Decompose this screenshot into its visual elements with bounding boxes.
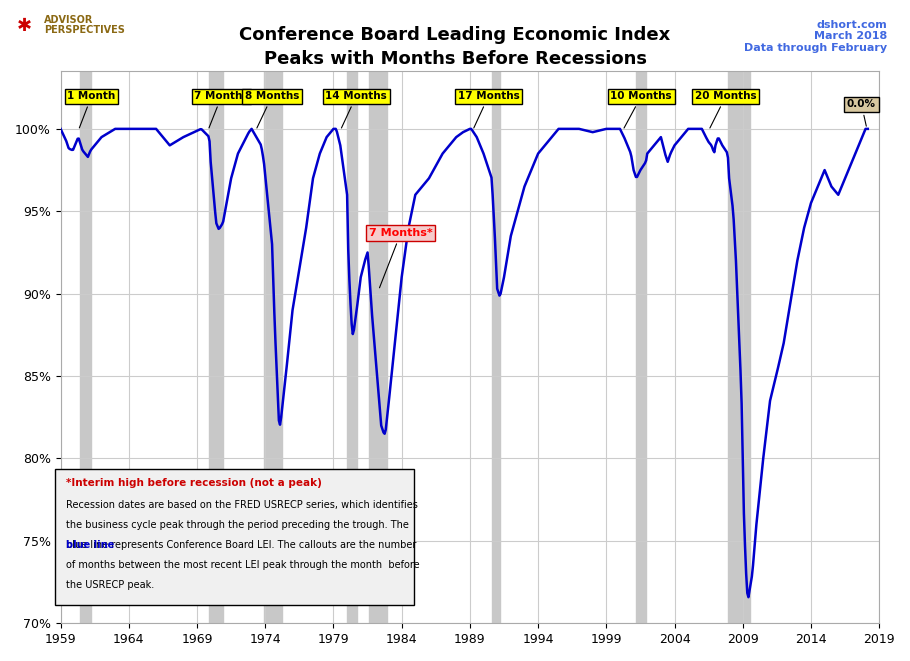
Text: 7 Months: 7 Months (195, 91, 248, 128)
Bar (636, 71, 646, 623)
Text: the business cycle peak through the period preceding the trough. The: the business cycle peak through the peri… (66, 520, 410, 530)
Bar (264, 71, 281, 623)
Bar (728, 71, 750, 623)
Text: 17 Months: 17 Months (458, 91, 520, 128)
Bar (491, 71, 500, 623)
Text: dshort.com
March 2018
Data through February: dshort.com March 2018 Data through Febru… (744, 20, 887, 53)
Text: PERSPECTIVES: PERSPECTIVES (44, 25, 125, 35)
Text: 14 Months: 14 Months (325, 91, 387, 128)
Text: Peaks with Months Before Recessions: Peaks with Months Before Recessions (264, 50, 646, 67)
Text: 0.0%: 0.0% (847, 99, 876, 126)
Text: 10 Months: 10 Months (611, 91, 672, 128)
Bar (369, 71, 387, 623)
Bar (209, 71, 223, 623)
Text: of months between the most recent LEI peak through the month  before: of months between the most recent LEI pe… (66, 560, 420, 570)
Text: blue line: blue line (66, 540, 115, 550)
Text: 20 Months: 20 Months (695, 91, 756, 128)
Text: 7 Months*: 7 Months* (369, 228, 432, 288)
Text: *Interim high before recession (not a peak): *Interim high before recession (not a pe… (66, 478, 322, 488)
Text: Conference Board Leading Economic Index: Conference Board Leading Economic Index (239, 26, 671, 44)
Text: blue line represents Conference Board LEI. The callouts are the number: blue line represents Conference Board LE… (66, 540, 417, 550)
Text: ✱: ✱ (17, 17, 32, 34)
Bar (80, 71, 91, 623)
Text: 1 Month: 1 Month (67, 91, 116, 128)
Text: 8 Months: 8 Months (245, 91, 299, 128)
Text: Recession dates are based on the FRED USRECP series, which identifies: Recession dates are based on the FRED US… (66, 500, 419, 510)
Text: the USRECP peak.: the USRECP peak. (66, 580, 155, 590)
Text: ADVISOR: ADVISOR (44, 15, 93, 24)
Bar (347, 71, 357, 623)
